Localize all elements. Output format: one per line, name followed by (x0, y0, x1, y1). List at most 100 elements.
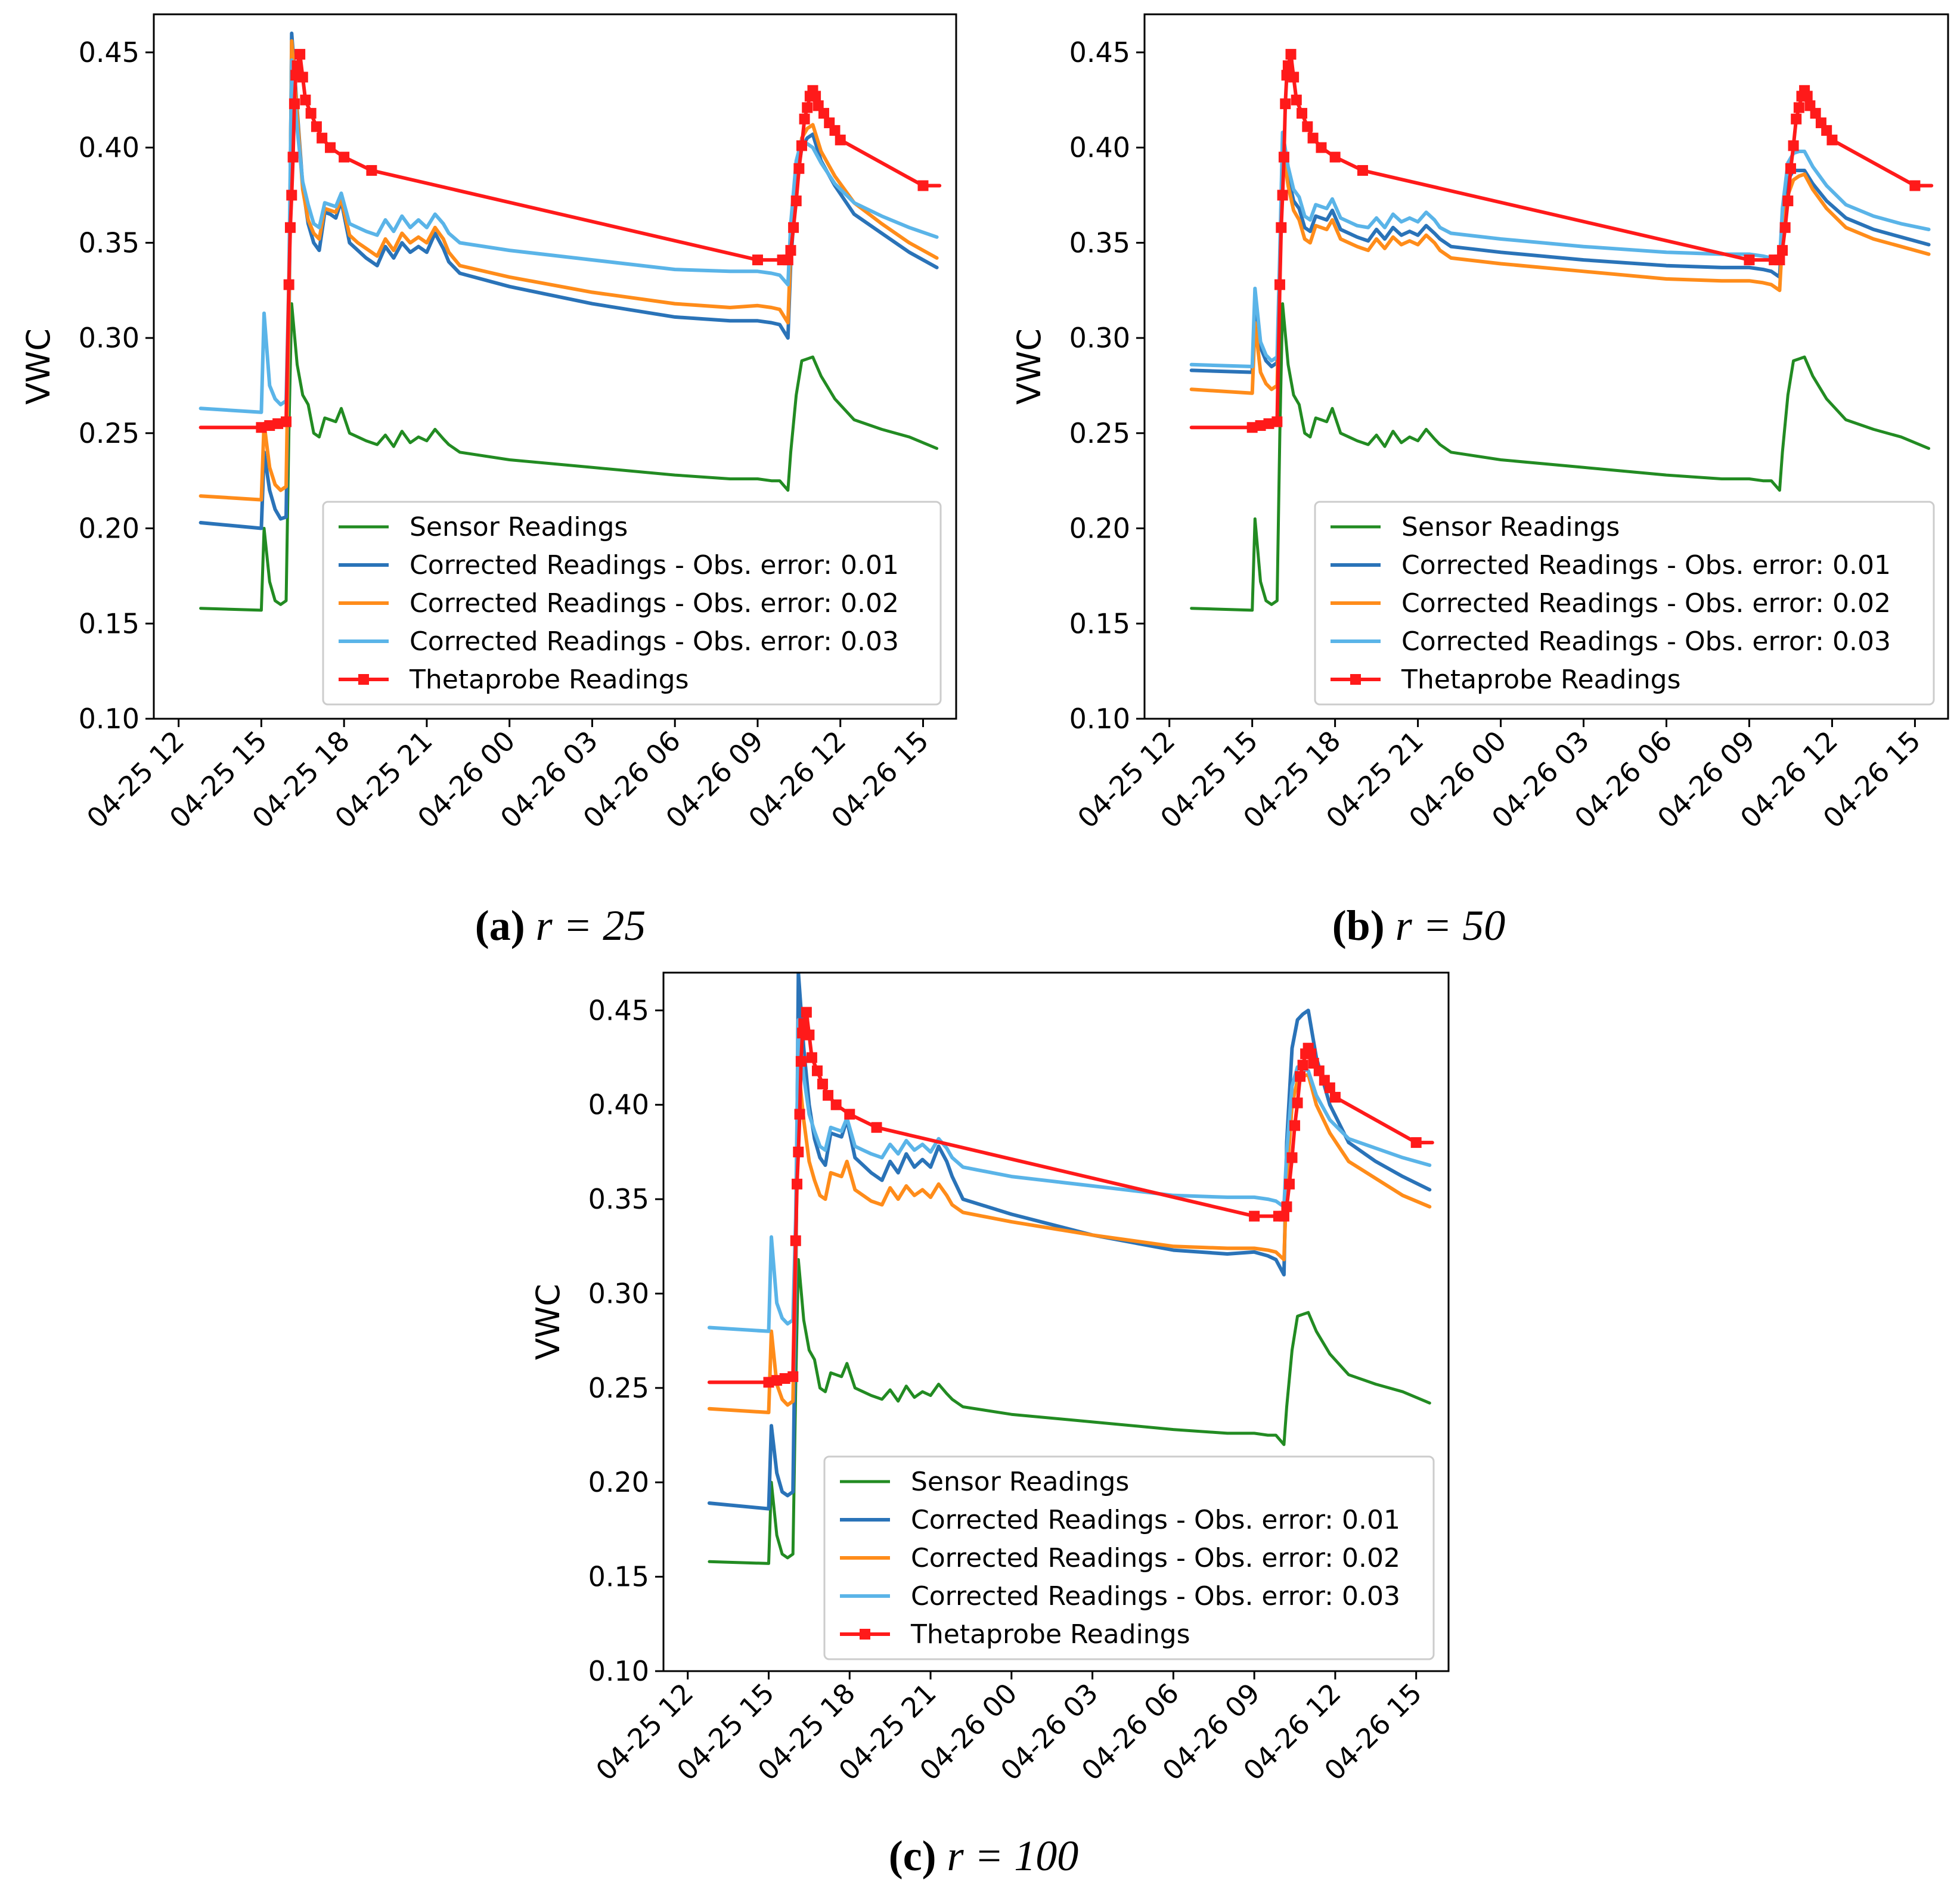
thetaprobe-marker (1316, 142, 1327, 153)
thetaprobe-marker (830, 1099, 842, 1110)
caption-letter: (b) (1332, 902, 1385, 949)
legend-label: Thetaprobe Readings (910, 1619, 1190, 1650)
y-tick-label: 0.45 (1069, 36, 1130, 69)
thetaprobe-marker (1246, 422, 1258, 433)
y-tick-label: 0.30 (588, 1277, 649, 1309)
thetaprobe-marker (297, 72, 308, 83)
legend-marker (1350, 674, 1361, 685)
sensor-readings-line (708, 1258, 1431, 1565)
thetaprobe-marker (291, 60, 303, 72)
thetaprobe-marker (1271, 416, 1283, 427)
y-tick-label: 0.45 (79, 36, 139, 69)
thetaprobe-marker (1302, 121, 1313, 132)
legend-label: Corrected Readings - Obs. error: 0.02 (1401, 588, 1891, 619)
y-tick-label: 0.15 (588, 1561, 649, 1593)
thetaprobe-marker (787, 1371, 799, 1382)
thetaprobe-marker (802, 102, 813, 113)
thetaprobe-marker (1278, 1210, 1289, 1222)
thetaprobe-marker (300, 94, 311, 105)
chart-panel-2: 0.100.150.200.250.300.350.400.45VWC04-25… (1010, 13, 1949, 949)
thetaprobe-marker (1274, 279, 1285, 290)
thetaprobe-marker (1281, 1201, 1292, 1212)
thetaprobe-marker (1276, 222, 1287, 233)
thetaprobe-marker (1324, 1082, 1335, 1094)
thetaprobe-marker (1249, 1210, 1260, 1222)
chart-panel-1: 0.100.150.200.250.300.350.400.45VWC04-25… (20, 13, 957, 949)
thetaprobe-marker (311, 121, 322, 132)
y-tick-label: 0.25 (1069, 417, 1130, 449)
y-tick-label: 0.40 (1069, 132, 1130, 164)
y-axis-label: VWC (1010, 328, 1048, 405)
y-tick-label: 0.10 (79, 703, 139, 735)
thetaprobe-marker (281, 416, 292, 427)
y-tick-label: 0.15 (79, 607, 139, 639)
caption-text: r = 50 (1385, 902, 1506, 949)
thetaprobe-marker (1821, 125, 1832, 136)
y-tick-label: 0.45 (588, 994, 649, 1026)
thetaprobe-marker (793, 163, 805, 174)
y-tick-label: 0.25 (79, 417, 139, 449)
thetaprobe-marker (283, 279, 294, 290)
thetaprobe-marker (1791, 113, 1802, 125)
thetaprobe-marker (794, 1109, 805, 1120)
y-tick-label: 0.35 (588, 1183, 649, 1215)
thetaprobe-marker (284, 222, 296, 233)
thetaprobe-marker (1291, 94, 1302, 105)
thetaprobe-marker (1774, 254, 1785, 266)
legend-label: Corrected Readings - Obs. error: 0.03 (911, 1581, 1400, 1612)
thetaprobe-marker (811, 1065, 823, 1076)
y-tick-label: 0.35 (1069, 226, 1130, 259)
thetaprobe-marker (829, 125, 841, 136)
thetaprobe-marker (818, 108, 829, 119)
thetaprobe-marker (795, 1055, 807, 1067)
thetaprobe-marker (1263, 418, 1274, 429)
thetaprobe-marker (289, 98, 300, 110)
legend-label: Sensor Readings (911, 1467, 1129, 1497)
thetaprobe-marker (763, 1377, 774, 1388)
thetaprobe-marker (1277, 190, 1288, 201)
thetaprobe-marker (1288, 72, 1300, 83)
thetaprobe-marker (779, 1373, 790, 1384)
thetaprobe-marker (1357, 164, 1368, 176)
legend-box (823, 1455, 1435, 1660)
corrected-obs-001-line (707, 973, 1432, 1511)
legend-box (322, 501, 942, 706)
thetaprobe-marker (1810, 108, 1821, 119)
thetaprobe-marker (1801, 91, 1813, 102)
legend-label: Corrected Readings - Obs. error: 0.01 (1401, 550, 1891, 580)
thetaprobe-marker (798, 1018, 810, 1029)
legend-label: Corrected Readings - Obs. error: 0.02 (911, 1543, 1400, 1573)
thetaprobe-marker (752, 254, 763, 266)
thetaprobe-marker (1255, 420, 1266, 431)
plot-frame (1143, 13, 1949, 720)
thetaprobe-marker (1329, 151, 1341, 163)
thetaprobe-marker (790, 195, 802, 207)
caption-letter: (a) (475, 902, 525, 949)
thetaprobe-marker (823, 1089, 834, 1101)
thetaprobe-marker (366, 164, 377, 176)
thetaprobe-marker (286, 190, 297, 201)
thetaprobe-marker (1289, 1120, 1301, 1131)
thetaprobe-marker (272, 418, 284, 429)
chart-panel-3: 0.100.150.200.250.300.350.400.45VWC04-25… (529, 971, 1450, 1880)
thetaprobe-marker (305, 108, 317, 119)
caption-letter: (c) (889, 1832, 936, 1880)
thetaprobe-marker (1285, 49, 1297, 60)
thetaprobe-marker (1297, 1060, 1308, 1071)
thetaprobe-marker (771, 1375, 783, 1386)
legend-label: Corrected Readings - Obs. error: 0.03 (1401, 626, 1891, 657)
thetaprobe-marker (796, 140, 807, 151)
sensor-readings-line (199, 302, 939, 612)
caption-text: r = 100 (936, 1832, 1079, 1880)
thetaprobe-marker (264, 420, 275, 431)
thetaprobe-marker (1329, 1092, 1341, 1103)
thetaprobe-marker (1286, 1152, 1298, 1163)
y-tick-label: 0.10 (588, 1655, 649, 1687)
legend-label: Thetaprobe Readings (1401, 665, 1681, 695)
thetaprobe-marker (317, 132, 328, 144)
thetaprobe-marker (1282, 60, 1294, 72)
panel-caption: (a) r = 25 (475, 902, 646, 949)
thetaprobe-marker (1283, 1178, 1295, 1190)
thetaprobe-marker (804, 1029, 815, 1041)
y-tick-label: 0.20 (588, 1466, 649, 1498)
